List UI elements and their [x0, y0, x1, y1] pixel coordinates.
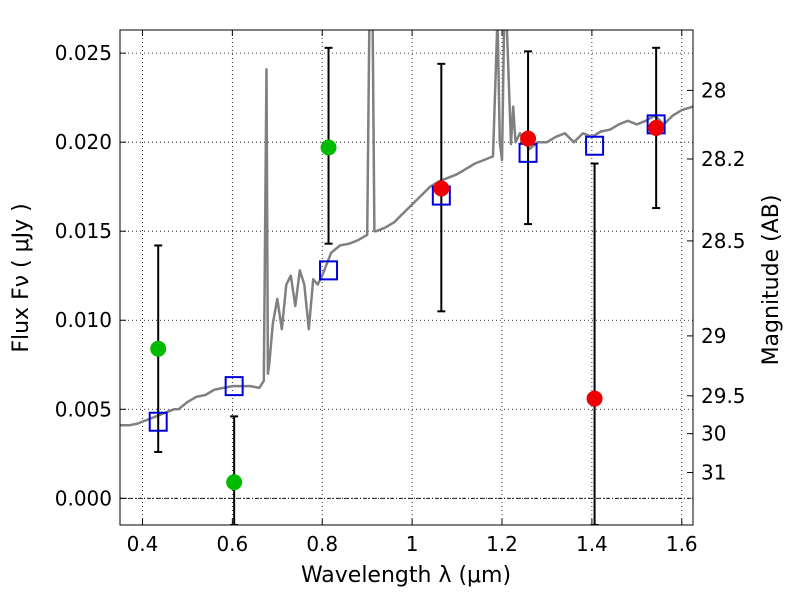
y-tick-label: 0.000	[55, 486, 112, 510]
y-axis-ticks: 0.000 0.005 0.010 0.015 0.020 0.025	[55, 41, 126, 510]
x-tick-label: 1.2	[486, 532, 518, 556]
x-tick-label: 1.4	[576, 532, 608, 556]
magnitude-axis-label: Magnitude (AB)	[759, 195, 784, 366]
green-data-point	[150, 340, 167, 357]
measured-points	[150, 119, 665, 491]
error-bars	[154, 46, 661, 525]
x-tick-label: 1	[406, 532, 419, 556]
magnitude-tick-label: 29	[701, 324, 726, 348]
model-photometry-squares	[148, 114, 666, 432]
magnitude-tick-label: 31	[701, 461, 726, 485]
model-spectrum	[120, 30, 693, 427]
red-data-point	[648, 119, 665, 136]
grid-lines	[120, 30, 693, 525]
model-photometry-square	[224, 376, 244, 397]
y-tick-label: 0.010	[55, 308, 112, 332]
magnitude-tick-label: 29.5	[701, 384, 746, 408]
model-photometry-square	[585, 135, 605, 156]
y-tick-label: 0.015	[55, 219, 112, 243]
x-axis-label: Wavelength λ (μm)	[301, 563, 511, 588]
x-tick-label: 0.8	[306, 532, 338, 556]
y-tick-label: 0.025	[55, 41, 112, 65]
green-data-point	[226, 474, 243, 491]
x-tick-label: 0.6	[216, 532, 248, 556]
x-tick-label: 0.4	[127, 532, 159, 556]
green-data-point	[320, 139, 337, 156]
magnitude-tick-label: 30	[701, 422, 726, 446]
x-axis-ticks: 0.4 0.6 0.8 1 1.2 1.4 1.6	[127, 30, 698, 556]
y-axis-label: Flux Fν ( μJy )	[9, 203, 34, 352]
red-data-point	[520, 130, 537, 147]
magnitude-tick-label: 28	[701, 78, 726, 102]
y-tick-label: 0.005	[55, 397, 112, 421]
red-data-point	[586, 390, 603, 407]
red-data-point	[433, 180, 450, 197]
model-spectrum-line	[120, 30, 693, 427]
x-tick-label: 1.6	[666, 532, 698, 556]
magnitude-tick-label: 28.5	[701, 229, 746, 253]
model-photometry-square	[319, 260, 339, 281]
magnitude-axis-ticks: 28 28.2 28.5 29 29.5 30 31	[687, 78, 746, 485]
y-tick-label: 0.020	[55, 130, 112, 154]
plot-frame	[119, 29, 694, 526]
magnitude-tick-label: 28.2	[701, 147, 746, 171]
model-photometry-square	[148, 411, 168, 432]
